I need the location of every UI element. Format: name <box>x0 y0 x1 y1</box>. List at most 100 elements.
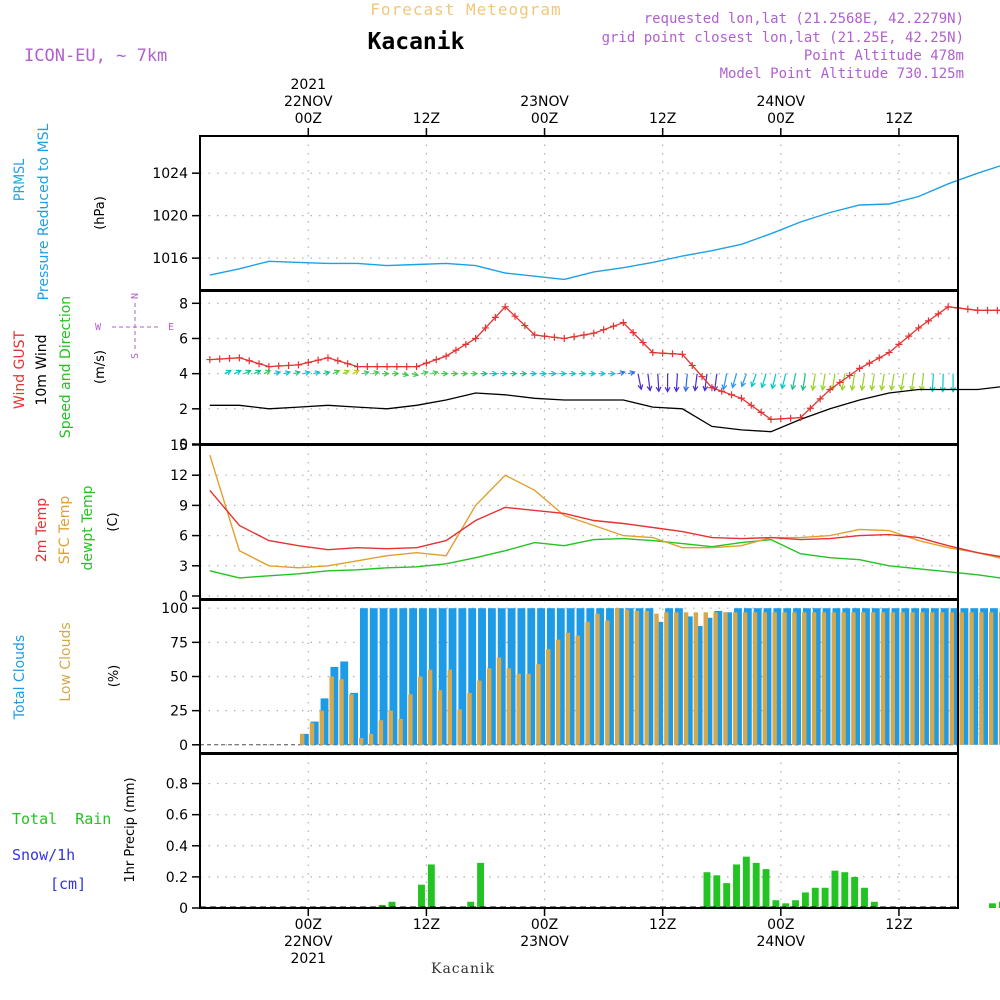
low-cloud-bar <box>506 668 512 745</box>
gust-marker <box>806 404 814 412</box>
total-cloud-bar <box>704 617 713 745</box>
wind-arrow <box>730 373 738 389</box>
rain-bar <box>703 872 711 908</box>
wind-arrow <box>588 370 597 377</box>
wind-arrow-head <box>673 386 680 393</box>
wind-arrow-head <box>560 370 567 377</box>
gust-marker <box>226 354 234 362</box>
gust-marker <box>777 415 785 423</box>
wind-arrow-head <box>610 370 617 377</box>
ytick-label: 2 <box>179 402 188 418</box>
wind-arrow-shaft <box>900 373 905 391</box>
wind-arrow-head <box>800 385 807 392</box>
wind-arrow <box>372 370 380 376</box>
wind-gust-line <box>209 305 1000 421</box>
total-cloud-bar <box>487 608 496 745</box>
gust-marker <box>393 363 401 371</box>
low-cloud-bar <box>929 612 935 745</box>
top-tick-label: 24NOV <box>756 94 805 110</box>
gust-marker <box>275 362 283 370</box>
gust-marker <box>304 359 312 367</box>
wind-arrow-head <box>721 384 728 391</box>
panel-clouds: 0 25 50 75 100 <box>161 599 1000 754</box>
low-cloud-bar <box>477 680 482 745</box>
low-cloud-bar <box>546 649 551 745</box>
wind-arrow-head <box>600 370 607 377</box>
rain-bar <box>762 869 770 908</box>
wind-arrow <box>800 373 807 392</box>
total-cloud-bar <box>891 608 900 745</box>
top-tick-label: 2021 <box>290 77 326 93</box>
wind-arrow-shaft <box>771 373 777 389</box>
low-cloud-bar <box>408 694 413 745</box>
rain-bar <box>841 872 849 908</box>
total-cloud-bar <box>881 608 890 745</box>
total-cloud-bar <box>940 608 949 745</box>
low-cloud-bar <box>733 612 738 745</box>
wind-arrow-head <box>275 370 282 376</box>
top-tick-label: 12Z <box>413 111 440 127</box>
wind-arrow <box>750 373 757 388</box>
ytick-label: 0.6 <box>166 808 188 824</box>
wind-arrow <box>740 373 747 388</box>
rain-bar <box>378 904 386 908</box>
pressure-frame <box>199 135 959 291</box>
wind-arrow-head <box>664 386 671 393</box>
gust-marker <box>354 363 362 371</box>
rain-bar <box>427 864 435 908</box>
gust-marker <box>255 360 263 368</box>
top-tick-label: 00Z <box>531 111 558 127</box>
wind-arrow <box>859 373 866 392</box>
low-cloud-bar <box>900 612 905 745</box>
wind-arrow <box>352 369 360 375</box>
wind-arrow-head <box>442 370 449 377</box>
gust-marker <box>747 401 755 409</box>
wind-arrow <box>480 370 489 377</box>
wind-arrow-head <box>314 370 321 376</box>
wind-arrow-head <box>492 370 498 377</box>
wind-arrow <box>510 370 518 377</box>
wind-arrow-shaft <box>871 373 875 391</box>
gust-marker <box>314 356 322 364</box>
low-cloud-bar <box>585 621 590 745</box>
cloud-unit: (%) <box>107 665 122 688</box>
ytick-label: 0 <box>179 738 188 754</box>
wind-arrow-shaft <box>880 373 885 391</box>
low-cloud-bar <box>762 612 768 745</box>
gust-marker <box>767 415 775 423</box>
wind-arrow-head <box>702 385 709 392</box>
ytick-label: 1020 <box>152 209 188 225</box>
wind-arrow-head <box>770 383 777 390</box>
wind-arrow-head <box>646 385 653 392</box>
low-cloud-bar <box>890 612 895 745</box>
wind-arrow <box>929 373 936 393</box>
wind-arrow <box>441 370 449 377</box>
gust-marker <box>363 363 371 371</box>
wind-arrow-shaft <box>841 373 846 391</box>
panel-wind: 0 2 4 6 8 <box>179 290 1000 453</box>
wind-arrow-head <box>950 386 957 393</box>
low-cloud-bar <box>998 612 1000 745</box>
wind-arrow-head <box>580 370 587 377</box>
wind-arrow-head <box>790 384 797 391</box>
total-cloud-bar <box>300 733 309 745</box>
wind-arrow <box>322 370 331 376</box>
low-cloud-bar <box>693 612 699 745</box>
total-cloud-bar <box>743 608 752 745</box>
point-altitude: Point Altitude 478m <box>804 48 964 64</box>
total-cloud-bar <box>615 608 624 745</box>
wind-arrow <box>244 369 252 375</box>
wind-arrow-shaft <box>791 373 797 390</box>
wind-arrow-head <box>462 370 469 377</box>
wind-arrow-shaft <box>741 373 747 387</box>
low-cloud-bar <box>437 690 443 745</box>
low-cloud-bar <box>821 612 827 745</box>
low-cloud-bar <box>870 612 876 745</box>
gust-marker <box>531 331 539 339</box>
ytick-label: 12 <box>170 468 188 484</box>
total-cloud-bar <box>359 608 368 745</box>
total-cloud-bar <box>596 608 605 745</box>
total-cloud-bar <box>950 608 959 745</box>
wind-arrow-head <box>889 385 895 392</box>
total-cloud-bar <box>556 608 565 745</box>
